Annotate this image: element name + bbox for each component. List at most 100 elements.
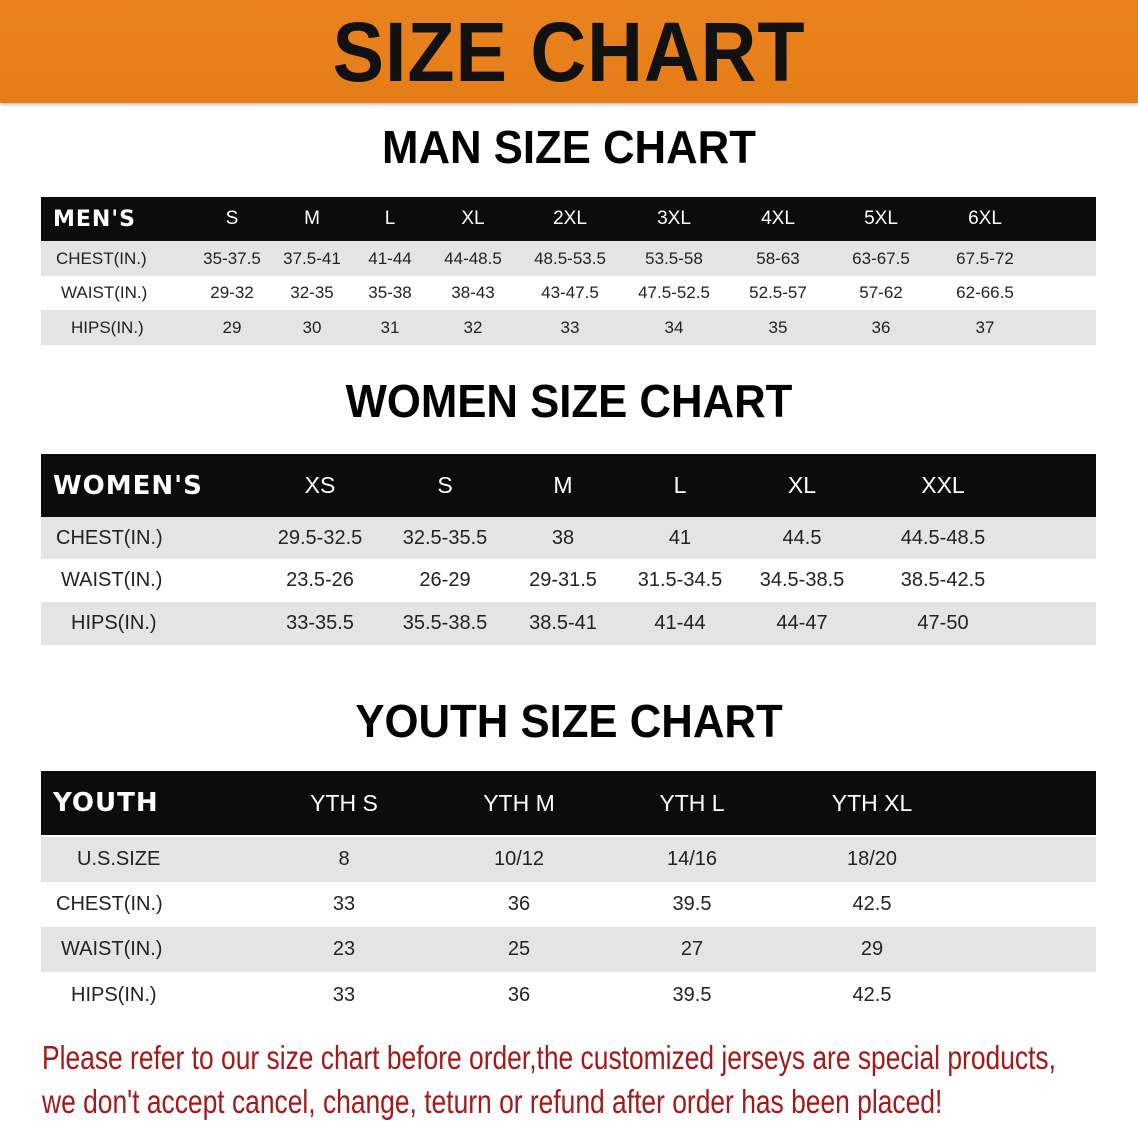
table-cell: 27 xyxy=(680,938,704,960)
table-cell: 39.5 xyxy=(672,893,712,915)
table-cell: 14/16 xyxy=(666,848,718,870)
table-cell: 10/12 xyxy=(493,848,545,870)
table-cell: 39.5 xyxy=(672,983,712,1006)
row-label: HIPS(IN.) xyxy=(71,612,157,634)
size-header: YTH L xyxy=(659,789,725,816)
table-cell: 42.5 xyxy=(852,893,892,915)
row-label: CHEST(IN.) xyxy=(56,893,163,915)
notice-line-1: Please refer to our size chart before or… xyxy=(42,1039,1056,1076)
table-cell: 25 xyxy=(507,938,531,960)
table-cell: 33-35.5 xyxy=(286,612,354,634)
page-title: SIZE CHART xyxy=(332,5,806,99)
table-cell: 57-62 xyxy=(859,283,903,302)
men-section-title: MAN SIZE CHART xyxy=(382,121,756,173)
table-cell: 33 xyxy=(560,317,580,337)
table-row: CHEST(IN.) 35-37.5 37.5-41 41-44 44-48.5 48.5… xyxy=(41,241,1096,276)
table-cell: 35.5-38.5 xyxy=(402,612,488,634)
table-cell: 41-44 xyxy=(654,612,706,634)
table-row: WAIST(IN.) 23.5-26 26-29 29-31.5 31.5-34.5 34… xyxy=(41,559,1096,602)
notice-line-2: we don't accept cancel, change, teturn o… xyxy=(42,1083,943,1120)
youth-header-row: YOUTH YTH S YTH M YTH L YTH XL xyxy=(41,771,1096,835)
size-header: L xyxy=(673,472,687,498)
size-header: M xyxy=(304,208,320,229)
table-cell: 8 xyxy=(338,848,350,870)
table-cell: 37.5-41 xyxy=(283,248,341,268)
title-banner: SIZE CHART xyxy=(0,0,1138,103)
table-cell: 47.5-52.5 xyxy=(638,283,710,302)
table-cell: 58-63 xyxy=(756,248,800,268)
table-cell: 38 xyxy=(551,526,575,549)
table-row: CHEST(IN.) 33 36 39.5 42.5 xyxy=(41,882,1096,927)
size-header: 3XL xyxy=(657,208,691,229)
table-cell: 62-66.5 xyxy=(956,283,1014,302)
table-cell: 35-38 xyxy=(368,283,412,302)
row-label: U.S.SIZE xyxy=(77,848,161,870)
table-row: CHEST(IN.) 29.5-32.5 32.5-35.5 38 41 44.5 44.5… xyxy=(41,517,1096,559)
table-cell: 32-35 xyxy=(290,283,334,302)
table-cell: 41 xyxy=(668,526,692,549)
table-cell: 35 xyxy=(768,317,788,337)
table-cell: 53.5-58 xyxy=(645,248,703,268)
table-row: HIPS(IN.) 29 30 31 32 33 34 35 36 37 xyxy=(41,310,1096,345)
table-cell: 32.5-35.5 xyxy=(402,526,488,549)
table-cell: 36 xyxy=(507,893,531,915)
size-header: XXL xyxy=(921,472,965,498)
size-header: S xyxy=(437,472,453,498)
size-header: YTH M xyxy=(483,789,555,816)
size-header: 4XL xyxy=(761,208,795,229)
table-cell: 31.5-34.5 xyxy=(637,569,723,591)
men-header-label: MEN'S xyxy=(53,206,136,232)
table-row: HIPS(IN.) 33-35.5 35.5-38.5 38.5-41 41-44 44-… xyxy=(41,602,1096,645)
men-size-table: MEN'S S M L XL 2XL 3XL 4XL 5XL 6XL CHEST(IN.) 35-37… xyxy=(41,197,1096,345)
row-label: WAIST(IN.) xyxy=(61,938,163,960)
women-header-label: WOMEN'S xyxy=(53,470,203,501)
size-header: 2XL xyxy=(553,208,587,229)
size-header: XL xyxy=(787,472,817,498)
size-header: YTH S xyxy=(310,789,378,816)
table-cell: 29-31.5 xyxy=(529,569,597,591)
table-cell: 29-32 xyxy=(210,283,254,302)
women-section-title: WOMEN SIZE CHART xyxy=(345,375,793,427)
table-cell: 67.5-72 xyxy=(956,248,1014,268)
table-cell: 33 xyxy=(332,893,356,915)
men-header-row: MEN'S S M L XL 2XL 3XL 4XL 5XL 6XL xyxy=(41,197,1096,241)
table-cell: 48.5-53.5 xyxy=(534,248,606,268)
size-header: XL xyxy=(461,208,485,229)
size-header: 6XL xyxy=(968,208,1002,229)
table-cell: 37 xyxy=(975,317,995,337)
youth-size-table: YOUTH YTH S YTH M YTH L YTH XL U.S.SIZE 8 10/12… xyxy=(41,771,1096,1018)
row-label: HIPS(IN.) xyxy=(71,983,157,1006)
table-cell: 33 xyxy=(332,983,356,1006)
table-cell: 36 xyxy=(871,317,891,337)
youth-section-title: YOUTH SIZE CHART xyxy=(355,695,783,747)
table-cell: 26-29 xyxy=(419,569,471,591)
women-size-table: WOMEN'S XS S M L XL XXL CHEST(IN.) 29.5-32.5 32.5… xyxy=(41,454,1096,645)
table-cell: 34 xyxy=(664,317,684,337)
table-row: WAIST(IN.) 23 25 27 29 xyxy=(41,927,1096,972)
table-cell: 38.5-42.5 xyxy=(900,569,986,591)
table-cell: 38-43 xyxy=(451,283,495,302)
table-cell: 47-50 xyxy=(917,612,969,634)
table-cell: 18/20 xyxy=(846,848,898,870)
row-label: WAIST(IN.) xyxy=(61,283,148,302)
row-label: WAIST(IN.) xyxy=(61,569,163,591)
row-label: CHEST(IN.) xyxy=(56,248,147,268)
table-cell: 38.5-41 xyxy=(529,612,597,634)
size-header: M xyxy=(553,472,573,498)
women-header-row: WOMEN'S XS S M L XL XXL xyxy=(41,454,1096,517)
table-cell: 32 xyxy=(463,317,483,337)
table-cell: 42.5 xyxy=(852,983,892,1006)
table-cell: 30 xyxy=(302,317,322,337)
size-header: S xyxy=(225,208,239,229)
table-cell: 44-47 xyxy=(776,612,828,634)
youth-header-label: YOUTH xyxy=(53,788,159,818)
table-cell: 44-48.5 xyxy=(444,248,502,268)
table-cell: 31 xyxy=(380,317,400,337)
table-cell: 52.5-57 xyxy=(749,283,807,302)
table-row: HIPS(IN.) 33 36 39.5 42.5 xyxy=(41,972,1096,1018)
table-cell: 41-44 xyxy=(368,248,412,268)
size-header: 5XL xyxy=(864,208,898,229)
table-cell: 23 xyxy=(332,938,356,960)
size-header: YTH XL xyxy=(831,789,913,816)
table-cell: 29 xyxy=(222,317,242,337)
